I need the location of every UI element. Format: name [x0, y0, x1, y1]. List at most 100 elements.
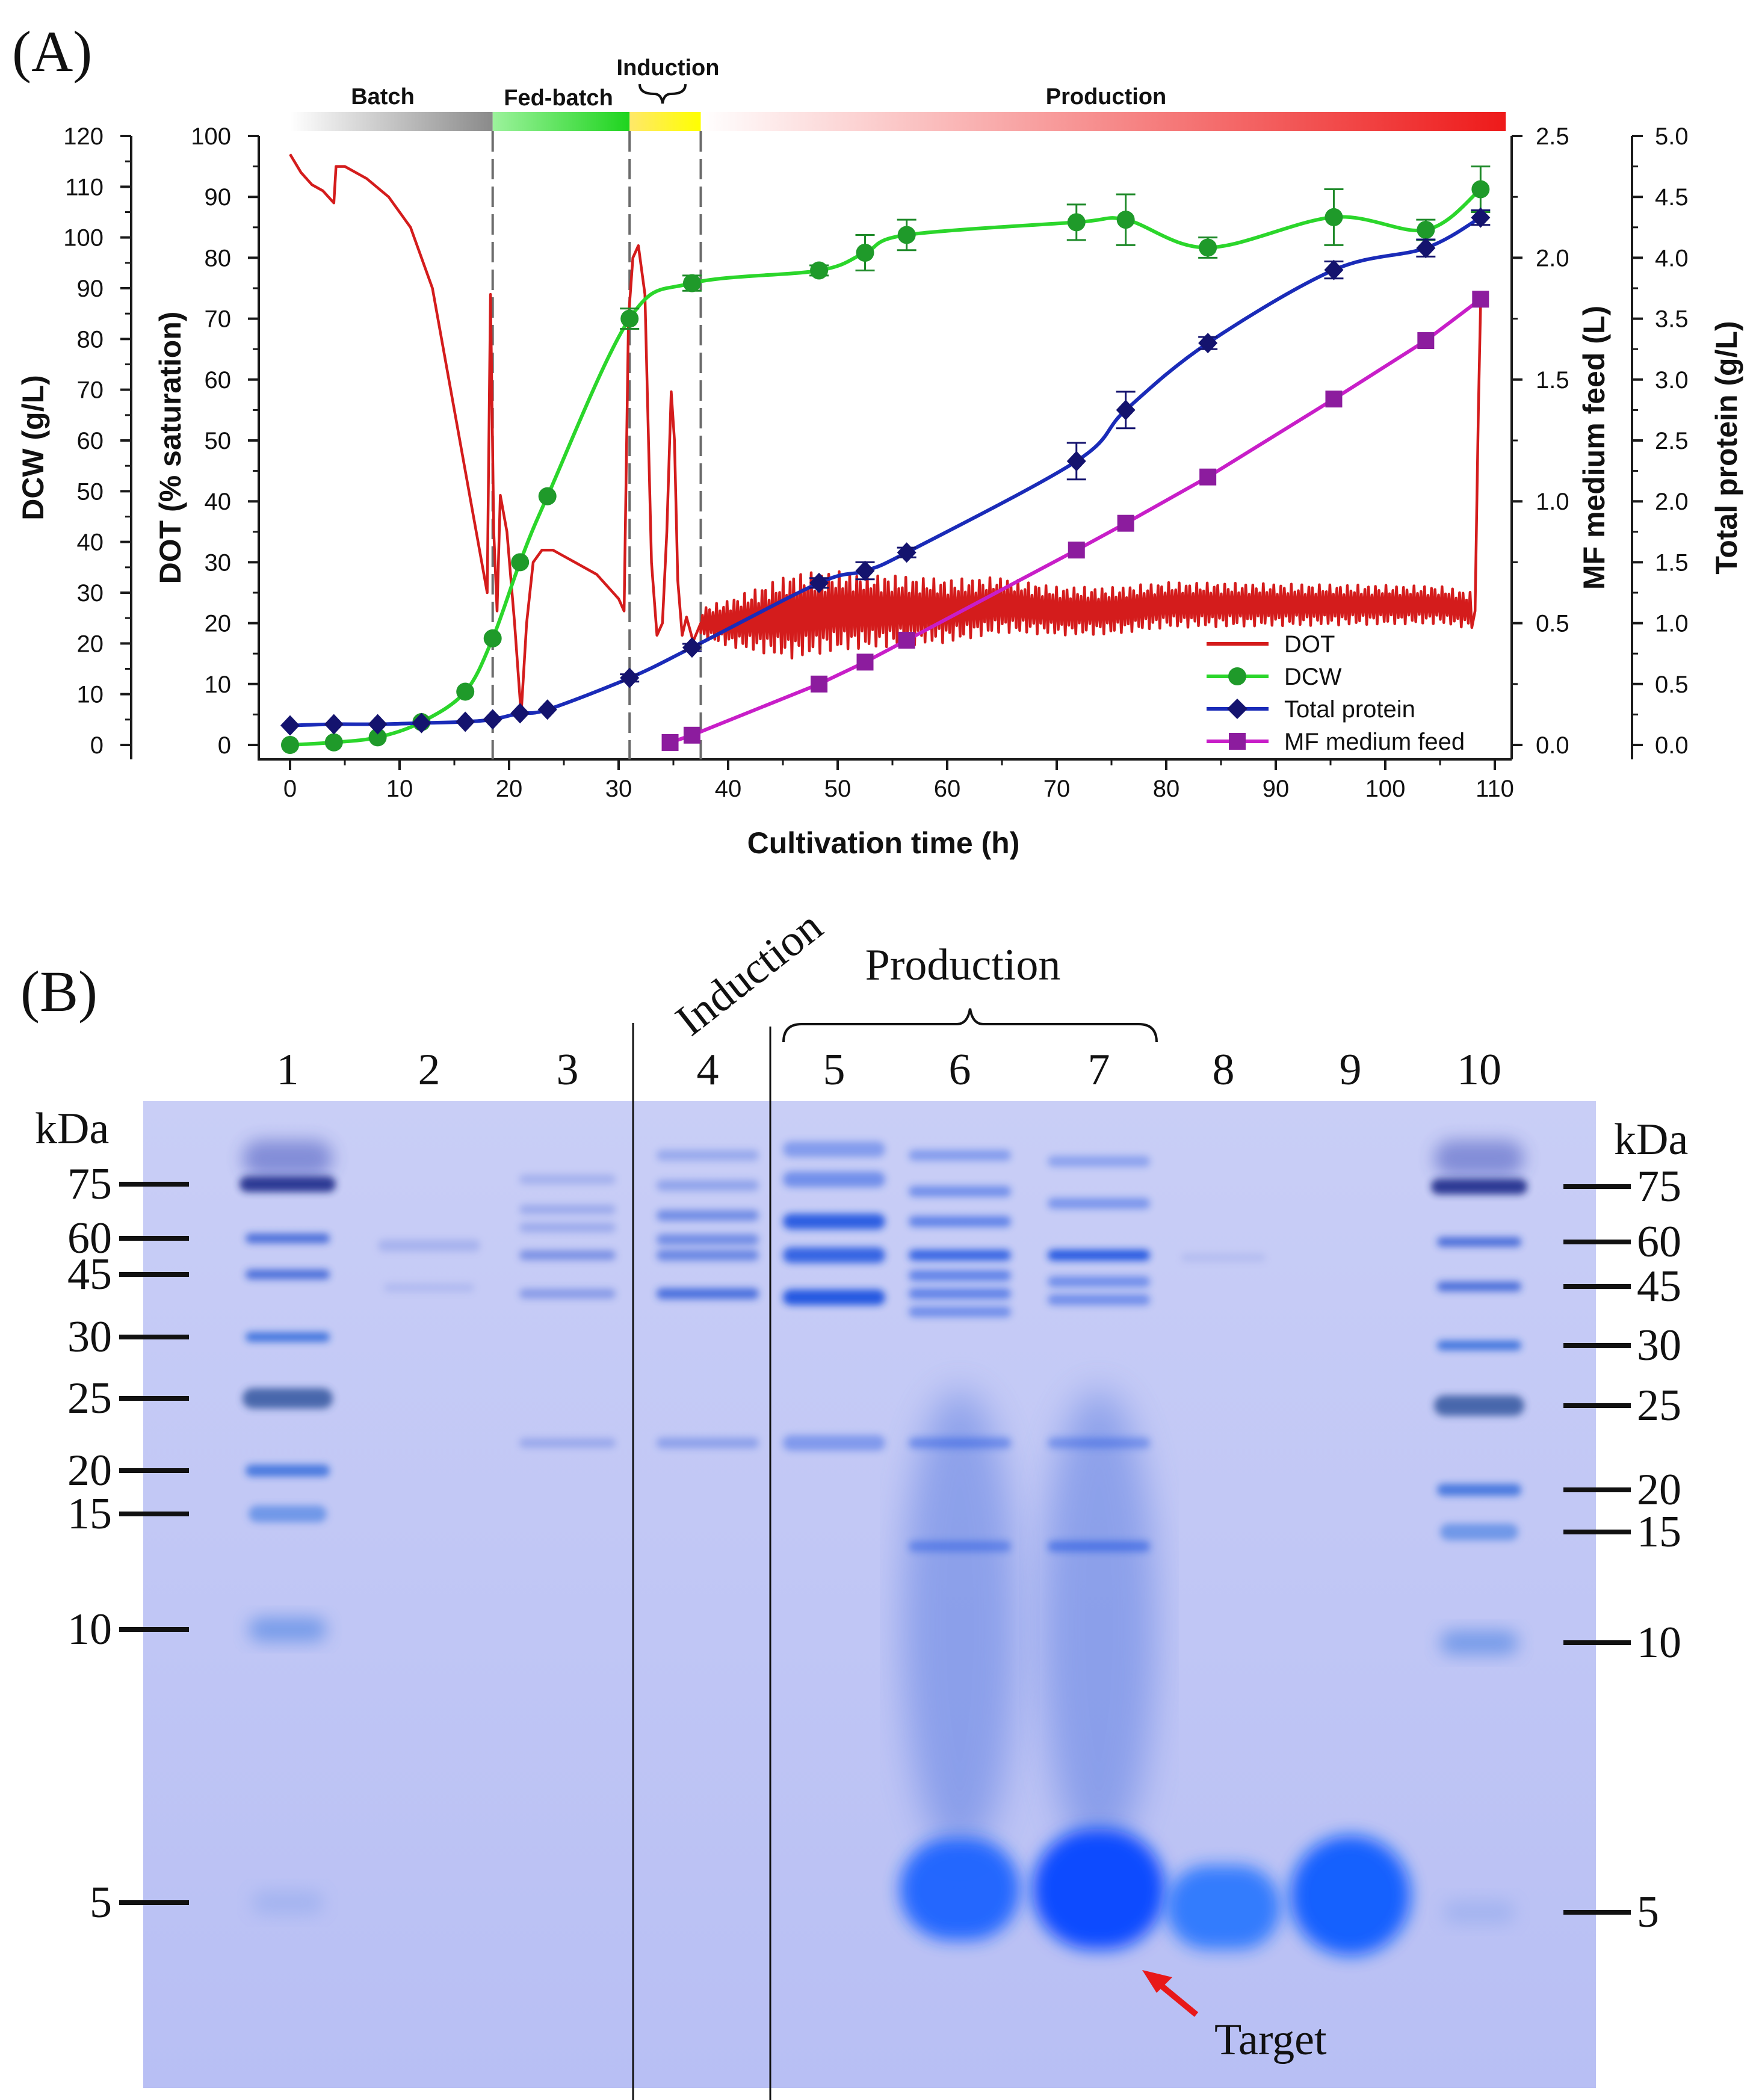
x-axis-title: Cultivation time (h): [747, 826, 1020, 860]
dot-tick-label: 80: [205, 245, 232, 271]
marker-label-right-5: 5: [1637, 1888, 1659, 1937]
lane-7-band: [1048, 1276, 1150, 1287]
dot-tick-label: 40: [205, 489, 232, 515]
lane-number-8: 8: [1213, 1045, 1235, 1095]
dot-tick-label: 60: [205, 367, 232, 394]
ladder-band: [243, 1140, 333, 1176]
lane-6-band: [909, 1250, 1011, 1261]
lane-3-band: [519, 1205, 616, 1214]
data-point-total-protein: [324, 714, 344, 735]
target-arrow: [1142, 1970, 1199, 2017]
lane-7-band: [1048, 1294, 1150, 1305]
lane-7-band: [1048, 1541, 1150, 1552]
target-label: Target: [1214, 2015, 1327, 2064]
production-brace: [782, 1008, 1158, 1043]
lane-5-band: [783, 1289, 885, 1305]
lane-5-band: [783, 1141, 885, 1157]
marker-label-right-45: 45: [1637, 1262, 1681, 1311]
marker-label-right-10: 10: [1637, 1618, 1681, 1667]
data-point-mf-medium-feed: [1472, 291, 1489, 308]
lane-number-5: 5: [823, 1045, 845, 1095]
protein-tick-label: 4.5: [1655, 184, 1689, 211]
feed-tick-label: 2.5: [1536, 123, 1569, 150]
lane-5-band: [783, 1172, 885, 1187]
lane-6-band: [909, 1288, 1011, 1299]
data-point-total-protein: [537, 699, 557, 720]
data-point-total-protein: [855, 560, 875, 581]
data-point-dcw: [810, 261, 829, 280]
panel-b: (B) Induction Production 1 2 3 4 5 6 7 8 9 10 kDa…: [20, 901, 1688, 2100]
series-line-dot: [289, 153, 1482, 716]
dot-tick-label: 100: [191, 123, 231, 150]
lane-6-smear: [903, 1390, 1017, 1859]
lane-2-band: [378, 1240, 480, 1252]
data-point-dcw: [368, 728, 387, 747]
ladder-band: [1440, 1524, 1518, 1540]
data-point-total-protein: [1066, 451, 1086, 472]
data-point-total-protein: [368, 714, 388, 735]
protein-tick-label: 1.0: [1655, 611, 1689, 637]
data-point-dcw: [897, 226, 916, 244]
lane-6-band: [909, 1150, 1011, 1161]
protein-tick-label: 3.0: [1655, 367, 1689, 394]
ladder-band: [240, 1176, 336, 1192]
phase-block-batch: [290, 112, 493, 131]
lane-3-band: [519, 1438, 616, 1448]
phase-label-batch: Batch: [351, 84, 415, 110]
marker-label-left-30: 30: [67, 1312, 112, 1362]
dot-tick-label: 90: [205, 184, 232, 211]
legend-marker-dcw: [1228, 667, 1246, 685]
ladder-band: [252, 1891, 324, 1915]
lane-number-7: 7: [1088, 1045, 1110, 1095]
ladder-band: [1434, 1395, 1524, 1416]
marker-label-left-75: 75: [67, 1160, 112, 1209]
marker-label-left-15: 15: [67, 1489, 112, 1539]
lane-4-band: [657, 1438, 759, 1448]
data-point-mf-medium-feed: [1199, 468, 1217, 486]
lane-9-target-band: [1290, 1835, 1411, 1956]
lane-6-band: [909, 1438, 1011, 1448]
dot-tick-label: 10: [205, 672, 232, 698]
x-tick-label: 60: [934, 776, 961, 802]
dcw-tick-label: 120: [63, 123, 104, 150]
data-point-dcw: [1471, 180, 1490, 199]
data-point-total-protein: [483, 709, 502, 730]
lane-6-band: [909, 1216, 1011, 1227]
target-arrow-head: [1142, 1970, 1172, 1993]
x-tick-label: 100: [1365, 776, 1406, 802]
panel-a: (A) Batch Fed-batch Induction Production…: [12, 19, 1743, 860]
x-tick-label: 90: [1263, 776, 1290, 802]
dcw-tick-label: 80: [77, 326, 104, 353]
lane-numbers: 1 2 3 4 5 6 7 8 9 10: [277, 1045, 1502, 1095]
data-point-total-protein: [456, 711, 475, 732]
data-point-dcw: [682, 274, 701, 292]
data-point-dcw: [856, 243, 874, 262]
dcw-tick-label: 0: [90, 732, 104, 759]
lane-7-band: [1048, 1156, 1150, 1167]
gel-bands: [240, 1140, 1527, 1956]
protein-axis-title: Total protein (g/L): [1710, 321, 1743, 574]
x-tick-label: 20: [496, 776, 523, 802]
legend-marker-feed: [1229, 733, 1246, 750]
dot-ticks: 0 10 20 30 40 50 60 70 80 90 100: [191, 123, 259, 759]
dot-tick-label: 70: [205, 306, 232, 333]
protein-tick-label: 4.0: [1655, 245, 1689, 271]
dot-tick-label: 0: [218, 732, 231, 759]
data-point-total-protein: [412, 712, 431, 733]
lane-5-band: [783, 1247, 885, 1263]
ladder-band: [1437, 1282, 1521, 1291]
lane-5-band: [783, 1435, 885, 1451]
lane-4-band: [657, 1250, 759, 1261]
data-point-dcw: [324, 733, 343, 752]
protein-tick-label: 0.5: [1655, 672, 1689, 698]
ladder-band: [1443, 1900, 1515, 1924]
phase-label-induction: Induction: [617, 55, 720, 81]
production-label: Production: [865, 940, 1061, 990]
protein-tick-label: 3.5: [1655, 306, 1689, 333]
data-point-dcw: [511, 553, 530, 572]
dot-tick-label: 50: [205, 428, 232, 454]
dot-axis-title: DOT (% saturation): [153, 312, 187, 584]
data-point-total-protein: [1471, 207, 1491, 228]
